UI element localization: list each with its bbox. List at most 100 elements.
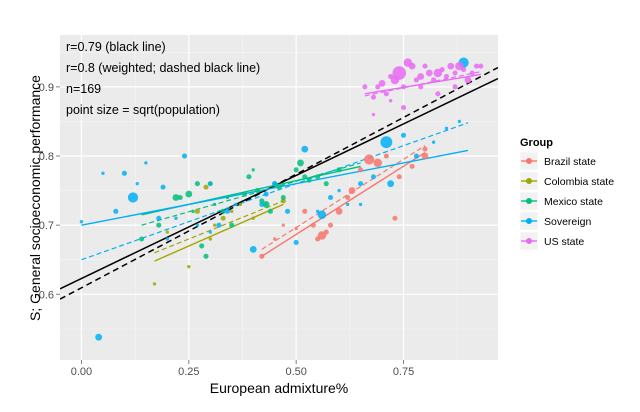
point-us-state-7: [392, 66, 407, 80]
annotations: r=0.79 (black line) r=0.8 (weighted; das…: [66, 40, 260, 117]
point-brazil-state-19: [422, 146, 428, 152]
point-colombia-state-2: [187, 264, 191, 269]
x-tick-label-0: 0.00: [71, 366, 92, 378]
point-mexico-state-12: [229, 222, 235, 228]
point-mexico-state-8: [203, 253, 209, 259]
x-tick-label-2: 0.50: [285, 366, 306, 378]
fit-line-colombia-state: [154, 203, 284, 262]
point-mexico-state-14: [246, 174, 252, 180]
point-sovereign-33: [444, 126, 449, 131]
point-brazil-state-12: [358, 167, 364, 173]
point-brazil-state-15: [383, 153, 389, 159]
point-us-state-18: [443, 73, 450, 80]
annotation-n: n=169: [66, 82, 101, 96]
point-colombia-state-4: [208, 237, 212, 241]
x-axis-ticks: 0.00 0.25 0.50 0.75: [71, 360, 414, 378]
point-sovereign-40: [358, 202, 363, 207]
point-sovereign-2: [101, 171, 105, 175]
point-sovereign-10: [181, 153, 188, 159]
point-brazil-state-2: [281, 223, 285, 227]
legend: Group Brazil state Colombia state Mexico s…: [519, 137, 614, 251]
point-us-state-29: [435, 91, 441, 97]
point-mexico-state-3: [177, 194, 183, 201]
point-us-state-12: [417, 73, 425, 80]
legend-label-colombia-state: Colombia state: [544, 176, 614, 188]
y-axis-label: S; General socioeconomic performance: [27, 75, 43, 321]
point-us-state-27: [400, 105, 407, 111]
point-mexico-state-0: [139, 236, 145, 242]
group-fit-lines: [81, 71, 481, 262]
point-mexico-state-25: [302, 174, 308, 180]
point-us-state-19: [447, 62, 455, 70]
plot-panel: [60, 35, 498, 360]
point-brazil-state-10: [345, 194, 351, 201]
point-brazil-state-16: [392, 215, 398, 221]
point-sovereign-30: [400, 132, 407, 138]
point-us-state-24: [469, 70, 475, 76]
x-tick-label-1: 0.25: [178, 366, 199, 378]
point-sovereign-5: [127, 192, 139, 203]
point-sovereign-14: [224, 208, 231, 214]
point-us-state-15: [431, 77, 437, 83]
point-us-state-8: [400, 84, 407, 90]
point-sovereign-0: [79, 220, 84, 224]
annotation-point-size: point size = sqrt(population): [66, 103, 220, 117]
point-sovereign-37: [135, 181, 139, 186]
point-sovereign-8: [165, 237, 170, 241]
legend-label-us-state: US state: [544, 236, 584, 248]
point-us-state-31: [371, 112, 376, 117]
point-sovereign-3: [113, 208, 119, 214]
point-sovereign-1: [95, 333, 103, 341]
legend-dot-colombia-state: [526, 178, 532, 184]
point-brazil-state-13: [364, 154, 375, 165]
overall-fit-lines: [60, 66, 498, 300]
point-sovereign-16: [249, 245, 257, 253]
point-sovereign-15: [234, 202, 238, 207]
overall-line-solid: [60, 77, 498, 290]
point-colombia-state-12: [203, 184, 209, 190]
legend-dot-brazil-state: [526, 158, 532, 164]
point-us-state-14: [425, 69, 433, 77]
point-mexico-state-2: [172, 194, 180, 201]
point-mexico-state-16: [254, 188, 261, 194]
legend-dot-us-state: [526, 238, 532, 244]
point-us-state-4: [383, 91, 389, 97]
point-brazil-state-17: [396, 174, 402, 180]
point-us-state-13: [422, 63, 428, 69]
point-colombia-state-7: [230, 209, 234, 214]
point-sovereign-18: [272, 181, 278, 187]
point-colombia-state-1: [165, 230, 170, 234]
point-brazil-state-3: [294, 226, 298, 231]
point-brazil-state-1: [273, 237, 277, 241]
point-sovereign-9: [174, 216, 178, 220]
point-sovereign-22: [315, 209, 320, 214]
point-colombia-state-0: [152, 282, 157, 286]
point-sovereign-12: [208, 230, 212, 234]
annotation-r-weighted: r=0.8 (weighted; dashed black line): [66, 61, 260, 75]
point-us-state-17: [439, 67, 445, 73]
legend-label-brazil-state: Brazil state: [544, 156, 596, 168]
point-sovereign-4: [121, 170, 127, 176]
point-sovereign-27: [370, 174, 377, 180]
y-axis-ticks: 0.6 0.7 0.8 0.9: [39, 82, 60, 301]
point-sovereign-39: [208, 181, 212, 186]
point-sovereign-17: [259, 201, 265, 207]
point-mexico-state-15: [251, 168, 255, 172]
point-mexico-state-21: [276, 184, 282, 190]
point-colombia-state-3: [194, 208, 200, 214]
point-brazil-state-18: [409, 163, 415, 169]
point-sovereign-31: [413, 153, 419, 159]
point-mexico-state-18: [262, 201, 270, 208]
point-mexico-state-22: [280, 194, 286, 201]
point-us-state-0: [362, 84, 368, 90]
point-mexico-state-29: [336, 167, 342, 173]
point-sovereign-11: [195, 223, 200, 227]
point-brazil-state-4: [302, 208, 308, 214]
weighted-fit-line-sovereign: [81, 122, 469, 261]
point-mexico-state-4: [185, 190, 193, 198]
point-colombia-state-6: [220, 215, 226, 221]
y-tick-label-3: 0.9: [39, 82, 54, 94]
point-sovereign-32: [431, 140, 436, 144]
point-colombia-state-8: [238, 202, 243, 207]
point-sovereign-38: [160, 184, 166, 190]
